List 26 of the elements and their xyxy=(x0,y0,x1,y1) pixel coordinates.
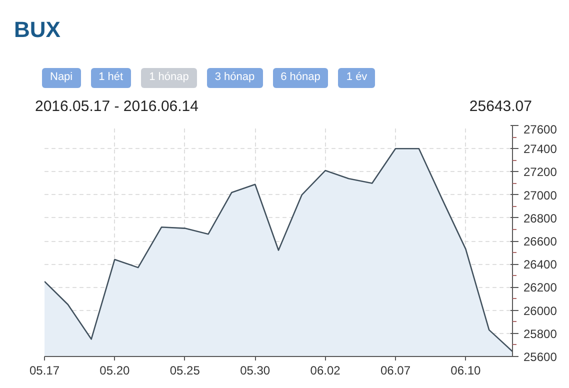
chart-subtitle: 2016.05.17 - 2016.06.14 xyxy=(35,97,198,117)
y-tick-label: 26600 xyxy=(524,234,558,248)
y-tick-label: 27000 xyxy=(524,188,558,202)
text: 1 év xyxy=(338,68,376,88)
x-tick-label: 06.07 xyxy=(380,364,411,378)
y-tick-label: 26400 xyxy=(524,258,558,272)
x-tick-label: 05.20 xyxy=(100,364,130,378)
x-tick-label: 06.10 xyxy=(450,364,482,378)
text: 3 hónap xyxy=(206,68,263,88)
y-tick-label: 26200 xyxy=(524,280,558,295)
text: 6 hónap xyxy=(272,68,328,88)
y-tick-label: 27200 xyxy=(524,165,558,180)
y-tick-label: 27400 xyxy=(524,142,558,156)
y-tick-label: 27600 xyxy=(524,122,558,136)
chart-title: BUX xyxy=(14,16,60,44)
x-tick-label: 05.25 xyxy=(170,364,200,378)
text: Napi xyxy=(42,68,81,88)
x-tick-label: 05.30 xyxy=(240,364,270,378)
y-tick-label: 25800 xyxy=(524,326,558,341)
x-tick-label: 06.02 xyxy=(310,364,341,378)
text: 25643.07 xyxy=(469,97,532,117)
y-tick-label: 25600 xyxy=(524,350,558,364)
y-tick-label: 26800 xyxy=(524,211,558,226)
x-tick-label: 05.17 xyxy=(29,364,60,378)
y-tick-label: 26000 xyxy=(524,304,558,318)
text: 1 hét xyxy=(90,68,132,88)
